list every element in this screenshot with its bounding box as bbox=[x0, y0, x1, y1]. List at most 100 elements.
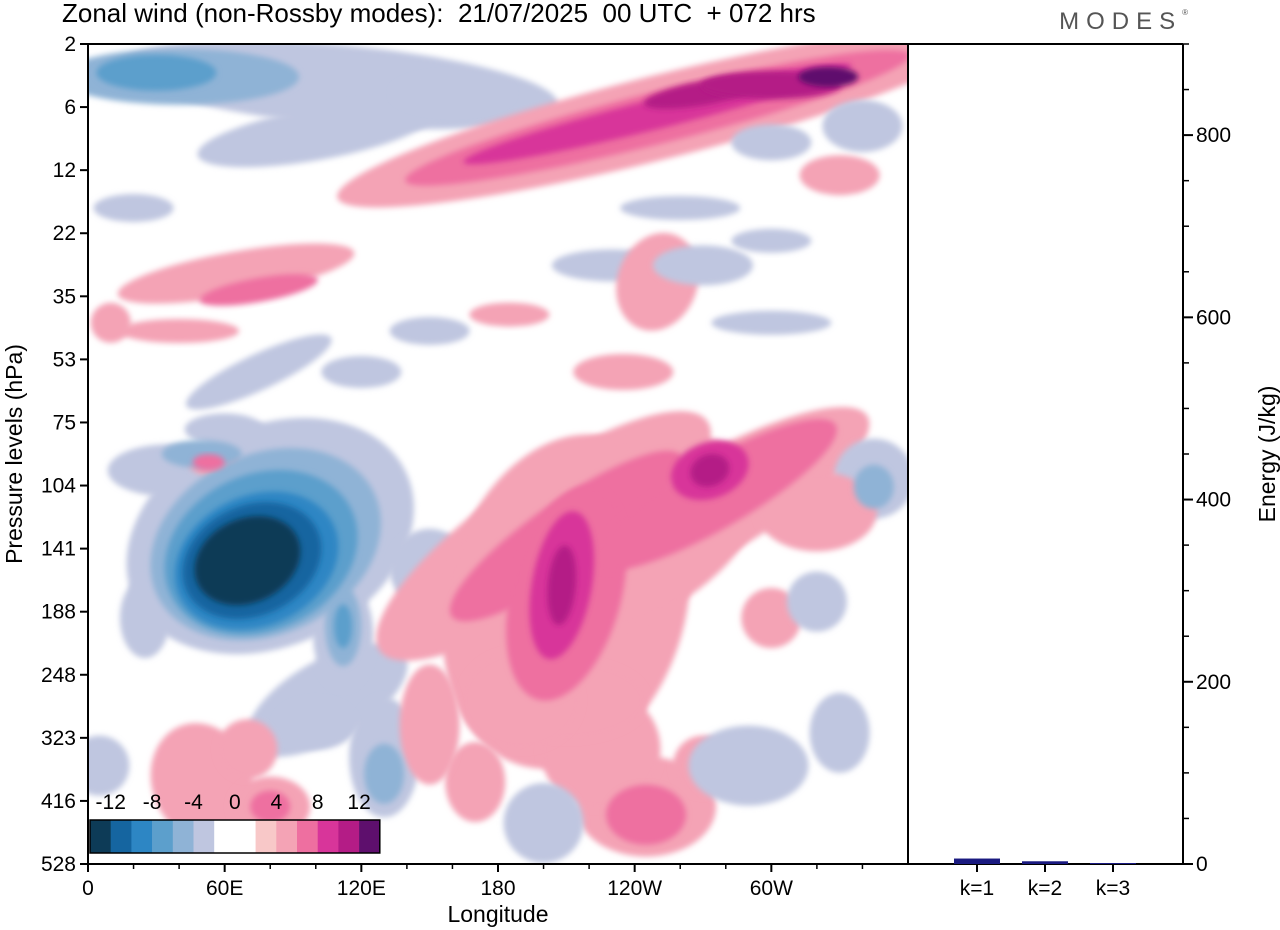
colorbar-swatch bbox=[152, 820, 174, 853]
wind-contour-region bbox=[741, 588, 802, 648]
brand-registered-mark: ® bbox=[1182, 8, 1188, 17]
colorbar-swatch bbox=[131, 820, 153, 853]
bar-category-label: k=2 bbox=[1028, 877, 1062, 900]
x-tick-label: 120E bbox=[337, 877, 386, 900]
energy-axis: 0 200 400 600 800 bbox=[1183, 43, 1231, 876]
bar-category-label: k=3 bbox=[1096, 877, 1130, 900]
energy-bar bbox=[954, 858, 1000, 864]
colorbar-frame bbox=[89, 819, 381, 854]
wind-contour-region bbox=[389, 317, 470, 345]
wind-contour-region bbox=[88, 735, 130, 796]
wind-contour-region bbox=[573, 354, 674, 390]
x-tick-label: 60E bbox=[206, 877, 243, 900]
energy-axis-title: Energy (J/kg) bbox=[1254, 386, 1280, 523]
x-tick-label: 60W bbox=[750, 877, 793, 900]
wind-contour-region bbox=[275, 699, 356, 750]
wind-contour-region bbox=[853, 464, 894, 509]
colorbar-legend: -12 -8 -4 0 4 8 12 bbox=[89, 791, 381, 854]
x-axis-title: Longitude bbox=[447, 901, 548, 927]
wind-contour-field bbox=[88, 44, 908, 863]
wind-contour-region bbox=[334, 604, 353, 649]
wind-contour-region bbox=[690, 453, 730, 487]
y-tick-label: 53 bbox=[53, 348, 76, 371]
wind-contour-region bbox=[119, 319, 240, 343]
y-axis-title: Pressure levels (hPa) bbox=[1, 344, 27, 564]
wind-contour-region bbox=[399, 664, 460, 785]
x-tick-label: 120W bbox=[607, 877, 662, 900]
colorbar-label: -4 bbox=[184, 791, 203, 814]
energy-tick-label: 400 bbox=[1196, 489, 1231, 512]
colorbar-swatch bbox=[193, 820, 215, 853]
wind-contour-region bbox=[756, 471, 877, 552]
wind-contour-region bbox=[217, 719, 278, 780]
wind-contour-region bbox=[688, 725, 809, 806]
energy-tick-label: 600 bbox=[1196, 306, 1231, 329]
wind-contour-region bbox=[731, 228, 812, 253]
colorbar-swatch bbox=[359, 820, 381, 853]
colorbar-swatch bbox=[90, 820, 111, 853]
wind-contour-region bbox=[711, 310, 832, 335]
y-tick-label: 22 bbox=[53, 222, 76, 245]
y-tick-label: 323 bbox=[41, 727, 76, 750]
colorbar-swatch bbox=[110, 820, 132, 853]
energy-bars: k=1 k=2 k=3 bbox=[954, 858, 1136, 900]
colorbar-swatch bbox=[338, 820, 360, 853]
wind-contour-region bbox=[93, 194, 174, 222]
energy-tick-label: 200 bbox=[1196, 671, 1231, 694]
colorbar-label: -12 bbox=[96, 791, 126, 814]
wind-contour-region bbox=[119, 578, 170, 658]
energy-bar bbox=[1090, 863, 1136, 864]
brand-logo: MODES® bbox=[1059, 8, 1188, 36]
wind-contour-region bbox=[392, 73, 513, 114]
wind-contour-region bbox=[197, 101, 435, 168]
y-tick-label: 416 bbox=[41, 790, 76, 813]
colorbar-swatch bbox=[255, 820, 277, 853]
colorbar-swatch bbox=[172, 820, 194, 853]
chart-title: Zonal wind (non-Rossby modes): 21/07/202… bbox=[62, 0, 816, 28]
wind-contour-region bbox=[321, 356, 402, 388]
wind-contour-region bbox=[194, 515, 301, 606]
x-tick-label: 180 bbox=[480, 877, 515, 900]
x-tick-label: 0 bbox=[82, 877, 94, 900]
y-tick-label: 6 bbox=[64, 96, 76, 119]
wind-contour-region bbox=[117, 243, 355, 304]
colorbar-label: 12 bbox=[347, 791, 370, 814]
pressure-axis: 2 6 12 22 35 53 75 104 141 188 248 323 416 528 bbox=[41, 33, 88, 876]
wind-contour-region bbox=[185, 334, 332, 410]
y-tick-label: 141 bbox=[41, 538, 76, 561]
wind-contour-region bbox=[96, 54, 217, 91]
wind-contour-region bbox=[192, 454, 225, 471]
y-tick-label: 248 bbox=[41, 664, 76, 687]
colorbar-label: -8 bbox=[143, 791, 162, 814]
y-tick-label: 528 bbox=[41, 853, 76, 876]
colorbar-swatch bbox=[297, 820, 318, 853]
wind-contour-region bbox=[90, 302, 131, 343]
wind-contour-region bbox=[798, 66, 859, 87]
wind-contour-region bbox=[469, 302, 550, 327]
colorbar-swatch bbox=[214, 820, 236, 853]
y-tick-label: 2 bbox=[64, 33, 76, 56]
energy-tick-label: 800 bbox=[1196, 124, 1231, 147]
y-tick-label: 75 bbox=[53, 411, 76, 434]
wind-contour-region bbox=[809, 692, 870, 773]
wind-contour-region bbox=[199, 274, 318, 306]
y-tick-label: 12 bbox=[53, 159, 76, 182]
colorbar-swatch bbox=[234, 820, 256, 853]
energy-tick-label: 0 bbox=[1196, 853, 1208, 876]
colorbar-label: 0 bbox=[229, 791, 241, 814]
colorbar-label: 4 bbox=[270, 791, 282, 814]
bar-category-label: k=1 bbox=[960, 877, 994, 900]
wind-contour-region bbox=[822, 100, 903, 152]
y-tick-label: 104 bbox=[41, 475, 76, 498]
colorbar-swatch bbox=[317, 820, 339, 853]
y-tick-label: 188 bbox=[41, 601, 76, 624]
longitude-axis: 0 60E 120E 180 120W 60W bbox=[82, 864, 864, 900]
wind-contour-region bbox=[364, 743, 405, 804]
energy-bar bbox=[1022, 861, 1068, 864]
wind-contour-region bbox=[799, 155, 880, 196]
y-tick-label: 35 bbox=[53, 285, 76, 308]
brand-logo-text: MODES bbox=[1059, 8, 1183, 35]
wind-contour-region bbox=[445, 742, 506, 822]
wind-contour-region bbox=[606, 784, 687, 845]
